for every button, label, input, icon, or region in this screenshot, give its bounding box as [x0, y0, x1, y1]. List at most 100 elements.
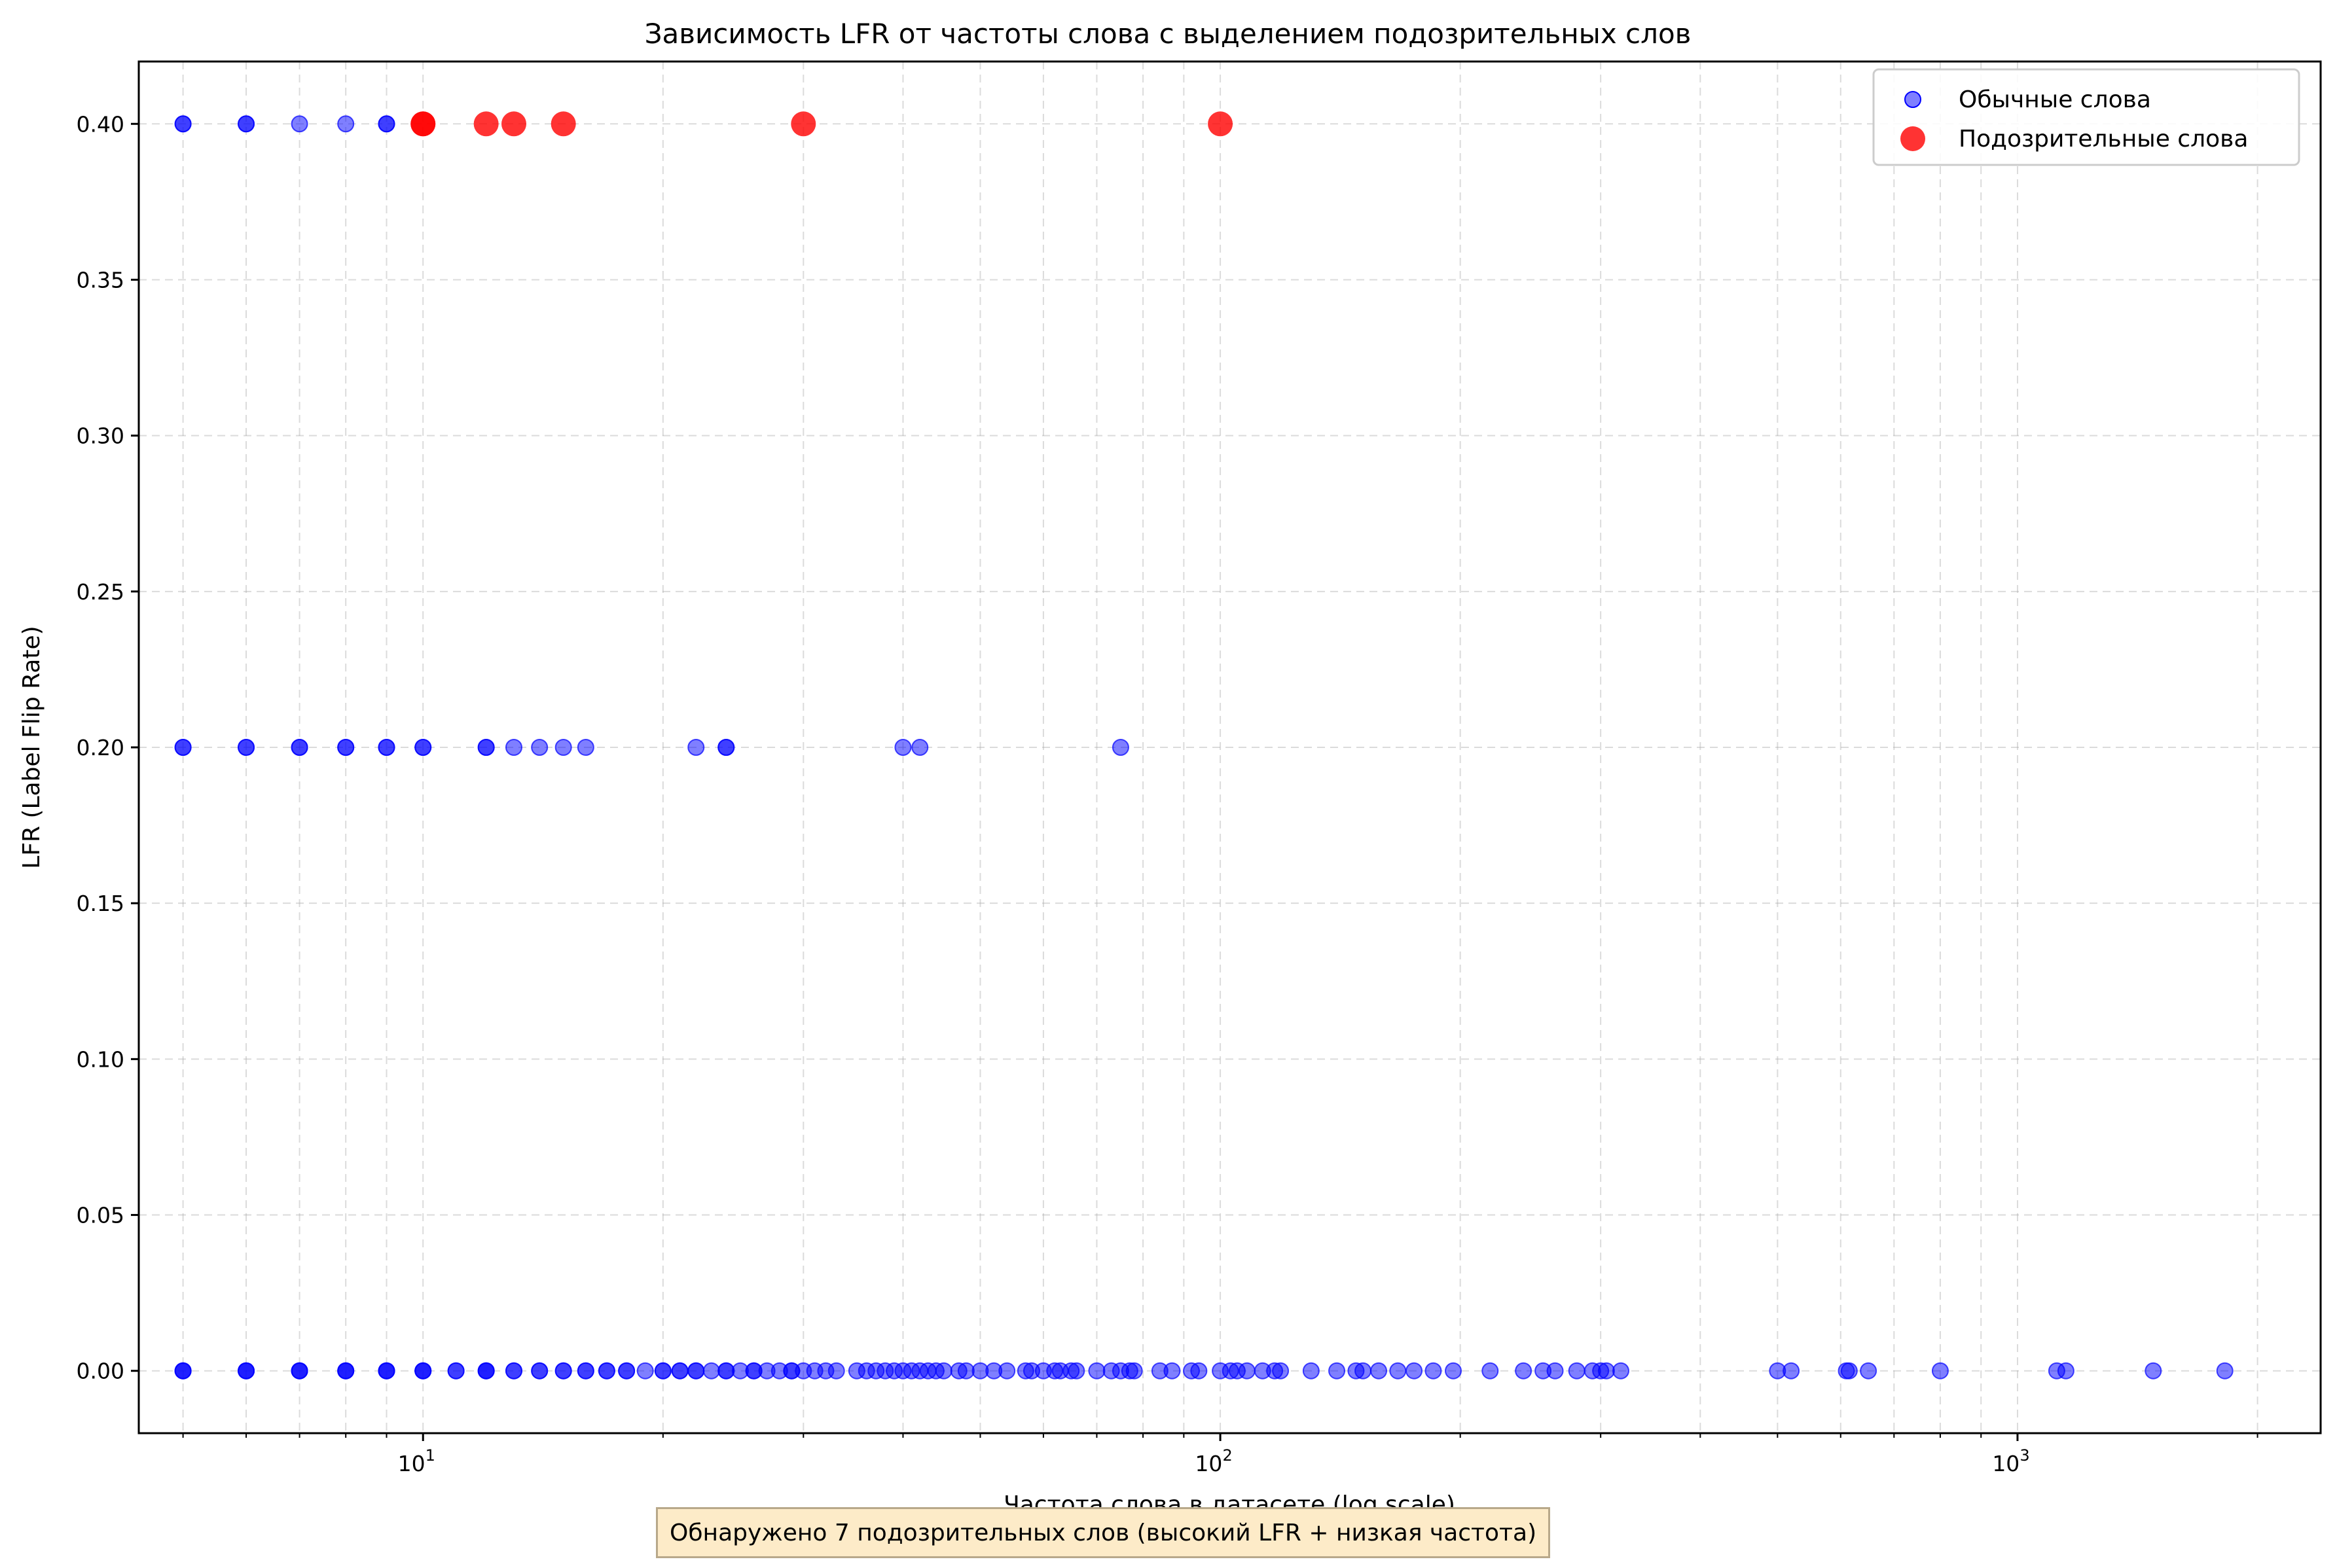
point-normal-word — [1190, 1362, 1208, 1380]
point-normal-word — [1568, 1362, 1585, 1380]
point-normal-word — [291, 739, 308, 756]
point-normal-word — [654, 1362, 672, 1380]
legend-label-suspicious: Подозрительные слова — [1959, 126, 2248, 152]
point-normal-word — [554, 1362, 572, 1380]
point-normal-word — [378, 739, 395, 756]
point-normal-word — [1783, 1362, 1800, 1380]
y-tick-label: 0.40 — [77, 111, 124, 137]
point-normal-word — [1515, 1362, 1532, 1380]
point-normal-word — [174, 739, 192, 756]
point-normal-word — [1597, 1362, 1615, 1380]
point-normal-word — [1163, 1362, 1181, 1380]
point-normal-word — [531, 739, 549, 756]
point-normal-word — [238, 739, 255, 756]
point-normal-word — [337, 739, 355, 756]
point-normal-word — [1112, 739, 1129, 756]
point-normal-word — [1328, 1362, 1346, 1380]
point-normal-word — [174, 115, 192, 133]
y-tick-label: 0.00 — [77, 1359, 124, 1384]
point-normal-word — [1238, 1362, 1256, 1380]
point-normal-word — [1840, 1362, 1858, 1380]
x-tick-label: 101 — [398, 1446, 435, 1476]
point-normal-word — [554, 739, 572, 756]
point-normal-word — [1405, 1362, 1423, 1380]
point-normal-word — [577, 1362, 594, 1380]
point-normal-word — [337, 115, 355, 133]
point-normal-word — [531, 1362, 549, 1380]
point-normal-word — [1272, 1362, 1290, 1380]
point-normal-word — [894, 739, 912, 756]
point-normal-word — [717, 1362, 735, 1380]
point-normal-word — [636, 1362, 654, 1380]
point-normal-word — [1370, 1362, 1388, 1380]
point-normal-word — [687, 739, 705, 756]
point-suspicious-word — [551, 111, 576, 137]
y-axis: 0.00 0.05 0.10 0.15 0.20 0.25 0.30 0.35 0.40 — [77, 111, 139, 1384]
point-normal-word — [238, 115, 255, 133]
point-normal-word — [911, 739, 929, 756]
y-tick-label: 0.10 — [77, 1046, 124, 1072]
point-suspicious-word — [473, 111, 499, 137]
point-normal-word — [618, 1362, 636, 1380]
grid — [139, 62, 2321, 1433]
point-normal-word — [337, 1362, 355, 1380]
point-normal-word — [1445, 1362, 1462, 1380]
point-normal-word — [414, 739, 432, 756]
y-axis-label: LFR (Label Flip Rate) — [18, 626, 45, 868]
point-normal-word — [1860, 1362, 1877, 1380]
x-tick-label: 103 — [1992, 1446, 2029, 1476]
point-normal-word — [1354, 1362, 1372, 1380]
y-tick-label: 0.05 — [77, 1203, 124, 1228]
annotation-box: Обнаружено 7 подозрительных слов (высоки… — [656, 1507, 1551, 1558]
legend-box — [1872, 68, 2300, 166]
point-normal-word — [174, 1362, 192, 1380]
point-normal-word — [1424, 1362, 1442, 1380]
point-normal-word — [1302, 1362, 1320, 1380]
y-tick-label: 0.30 — [77, 423, 124, 449]
chart-title: Зависимость LFR от частоты слова с выдел… — [645, 18, 1692, 50]
point-normal-word — [671, 1362, 689, 1380]
point-normal-word — [1068, 1362, 1085, 1380]
legend-marker-normal — [1904, 91, 1921, 108]
y-tick-label: 0.20 — [77, 735, 124, 760]
point-normal-word — [291, 1362, 308, 1380]
legend-marker-suspicious — [1900, 126, 1925, 151]
point-normal-word — [577, 739, 594, 756]
point-suspicious-word — [410, 111, 436, 137]
point-normal-word — [238, 1362, 255, 1380]
y-tick-label: 0.15 — [77, 891, 124, 916]
point-normal-word — [935, 1362, 952, 1380]
data-points — [174, 111, 2234, 1380]
legend-label-normal: Обычные слова — [1959, 86, 2151, 113]
point-normal-word — [414, 1362, 432, 1380]
point-normal-word — [477, 739, 495, 756]
x-tick-label: 102 — [1195, 1446, 1232, 1476]
point-normal-word — [1088, 1362, 1106, 1380]
point-normal-word — [1612, 1362, 1629, 1380]
point-normal-word — [1481, 1362, 1499, 1380]
point-normal-word — [378, 115, 395, 133]
point-normal-word — [378, 1362, 395, 1380]
point-suspicious-word — [791, 111, 816, 137]
point-normal-word — [505, 739, 522, 756]
point-normal-word — [2216, 1362, 2234, 1380]
point-normal-word — [447, 1362, 465, 1380]
point-normal-word — [687, 1362, 705, 1380]
x-axis: 101 102 103 — [182, 1433, 2258, 1476]
y-tick-label: 0.35 — [77, 267, 124, 293]
y-tick-label: 0.25 — [77, 579, 124, 605]
point-normal-word — [957, 1362, 975, 1380]
point-normal-word — [477, 1362, 495, 1380]
point-normal-word — [827, 1362, 845, 1380]
point-normal-word — [702, 1362, 720, 1380]
point-normal-word — [1389, 1362, 1407, 1380]
point-normal-word — [1125, 1362, 1143, 1380]
point-normal-word — [998, 1362, 1016, 1380]
point-normal-word — [1931, 1362, 1949, 1380]
point-normal-word — [291, 115, 308, 133]
point-normal-word — [2145, 1362, 2162, 1380]
point-normal-word — [1546, 1362, 1564, 1380]
point-suspicious-word — [1208, 111, 1233, 137]
point-normal-word — [505, 1362, 522, 1380]
